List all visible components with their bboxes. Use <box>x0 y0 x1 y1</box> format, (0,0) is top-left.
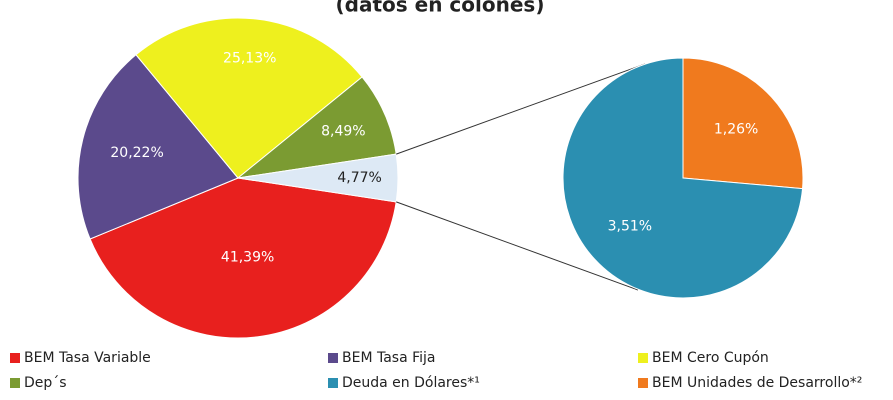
pie-slice <box>236 76 397 179</box>
legend-swatch <box>638 353 648 363</box>
pie-slice <box>562 57 804 299</box>
slice-label: 25,13% <box>223 51 276 67</box>
pie-slice <box>77 54 239 240</box>
slice-label: 8,49% <box>321 123 365 139</box>
legend-label: Dep´s <box>24 375 67 391</box>
legend-label: Deuda en Dólares*¹ <box>342 375 480 391</box>
connector <box>396 201 639 291</box>
chart-subtitle: (datos en colones) <box>336 0 545 17</box>
legend-swatch <box>10 353 20 363</box>
legend-label: BEM Tasa Fija <box>342 350 436 366</box>
legend-label: BEM Tasa Variable <box>24 350 151 366</box>
legend-swatch <box>638 378 648 388</box>
pie-slice <box>135 17 363 179</box>
legend-swatch <box>328 353 338 363</box>
connector <box>396 63 646 155</box>
slice-label: 41,39% <box>221 249 274 265</box>
pie-slice <box>237 153 399 203</box>
slice-label: 4,77% <box>337 170 381 186</box>
slice-label: 3,51% <box>608 219 652 235</box>
legend-label: BEM Cero Cupón <box>652 350 769 366</box>
legend-label: BEM Unidades de Desarrollo*² <box>652 375 862 391</box>
pie-slice <box>89 177 397 339</box>
slice-label: 20,22% <box>110 145 163 161</box>
legend-swatch <box>328 378 338 388</box>
legend-swatch <box>10 378 20 388</box>
slice-label: 1,26% <box>714 121 758 137</box>
pie-slice <box>682 57 804 190</box>
